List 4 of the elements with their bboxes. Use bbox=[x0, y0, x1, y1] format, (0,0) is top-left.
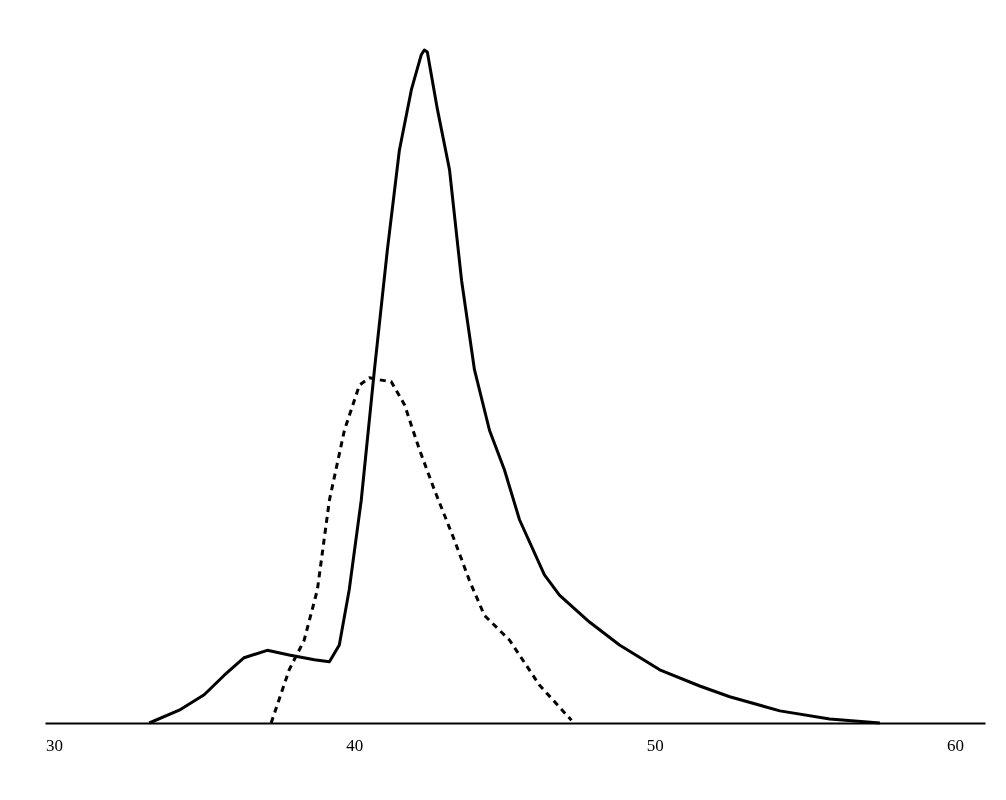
x-tick-label: 40 bbox=[346, 735, 364, 755]
x-tick-label: 50 bbox=[646, 735, 664, 755]
x-tick-label: 60 bbox=[946, 735, 964, 755]
x-tick-label: 30 bbox=[46, 735, 64, 755]
